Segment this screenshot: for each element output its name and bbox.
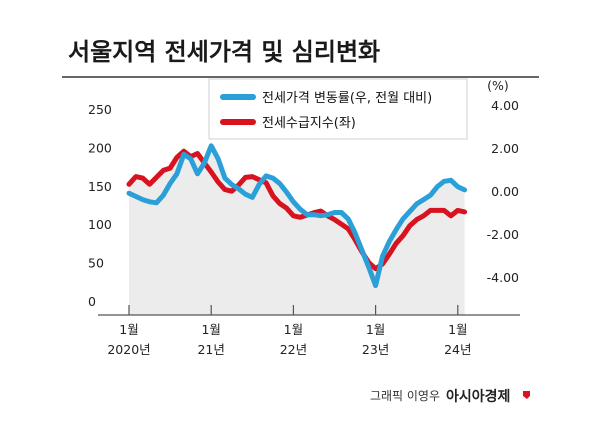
right-tick-label: -2.00 [487, 227, 519, 242]
x-tick-year: 23년 [362, 342, 389, 357]
legend: 전세가격 변동률(우, 전월 대비) 전세수급지수(좌) [208, 78, 468, 140]
x-axis-tick-labels: 1월 2020년 1월 21년 1월 22년 1월 23년 1월 24년 [107, 305, 472, 357]
chart-title: 서울지역 전세가격 및 심리변화 [68, 38, 380, 66]
left-tick-label: 250 [88, 102, 112, 117]
x-tick-year: 24년 [444, 342, 471, 357]
x-tick-year: 21년 [197, 342, 224, 357]
left-tick-label: 100 [88, 217, 112, 232]
right-axis-tick-labels: 4.00 2.00 0.00 -2.00 -4.00 [487, 98, 519, 285]
left-tick-label: 200 [88, 140, 112, 155]
right-tick-label: 0.00 [491, 184, 519, 199]
series-line-supply-demand [126, 148, 468, 272]
left-tick-label: 50 [88, 256, 104, 271]
graphic-credit: 그래픽 이영우 [370, 389, 440, 403]
legend-label-price-change: 전세가격 변동률(우, 전월 대비) [262, 91, 432, 106]
x-tick-month: 1월 [119, 322, 138, 337]
series-line-price-change [126, 143, 468, 289]
legend-box [208, 78, 468, 140]
legend-label-supply-demand: 전세수급지수(좌) [262, 116, 356, 131]
x-tick-month: 1월 [284, 322, 303, 337]
x-tick-month: 1월 [366, 322, 385, 337]
left-axis-tick-labels: 250 200 150 100 50 0 [88, 102, 112, 309]
x-tick-year: 2020년 [107, 342, 150, 357]
brand-mark-icon [523, 391, 530, 399]
right-axis-unit: (%) [487, 78, 509, 93]
series-lines [126, 143, 468, 289]
brand-logo-text: 아시아경제 [446, 388, 510, 405]
right-tick-label: 4.00 [491, 98, 519, 113]
right-tick-label: -4.00 [487, 270, 519, 285]
x-tick-year: 22년 [280, 342, 307, 357]
x-tick-month: 1월 [201, 322, 220, 337]
right-tick-label: 2.00 [491, 141, 519, 156]
x-tick-month: 1월 [448, 322, 467, 337]
left-tick-label: 150 [88, 179, 112, 194]
left-tick-label: 0 [88, 294, 96, 309]
